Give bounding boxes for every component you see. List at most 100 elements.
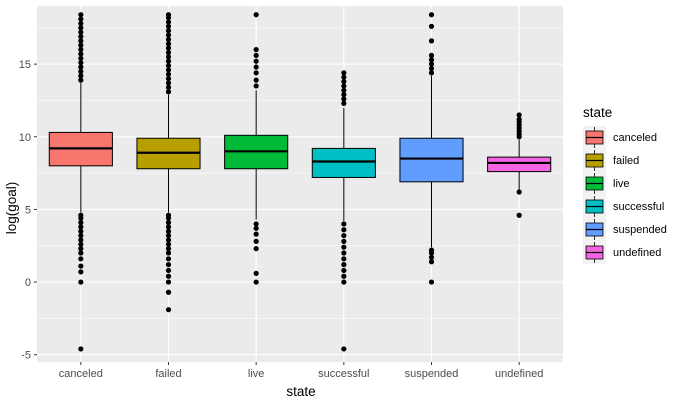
box-series bbox=[48, 12, 552, 352]
outlier-point bbox=[78, 20, 84, 27]
outlier-point bbox=[78, 16, 84, 22]
legend-item-failed: failed bbox=[583, 149, 639, 172]
legend-label: failed bbox=[613, 155, 639, 167]
outlier-point bbox=[428, 70, 435, 76]
outlier-point bbox=[165, 250, 172, 256]
outlier-point bbox=[428, 57, 435, 63]
outlier-point bbox=[78, 42, 84, 48]
outlier-point bbox=[516, 116, 522, 122]
outlier-point bbox=[253, 225, 259, 231]
outlier-point bbox=[341, 262, 347, 268]
outlier-point bbox=[78, 46, 84, 53]
outlier-point bbox=[165, 241, 172, 247]
outlier-point bbox=[341, 221, 347, 227]
outlier-point bbox=[165, 279, 172, 285]
outlier-point bbox=[253, 12, 259, 18]
outlier-point bbox=[78, 212, 84, 218]
outlier-point bbox=[78, 25, 84, 31]
legend-item-successful: successful bbox=[583, 195, 664, 218]
outlier-point bbox=[253, 64, 259, 70]
outlier-point bbox=[78, 237, 84, 243]
outlier-point bbox=[253, 238, 259, 244]
outlier-point bbox=[428, 12, 435, 18]
outlier-point bbox=[78, 68, 84, 74]
box-iqr bbox=[311, 147, 376, 178]
outlier-point bbox=[253, 77, 259, 83]
outlier-point bbox=[428, 65, 435, 72]
legend-item-canceled: canceled bbox=[583, 126, 657, 149]
outlier-point bbox=[165, 289, 172, 295]
plot-panel bbox=[37, 6, 563, 362]
outlier-point bbox=[165, 262, 172, 268]
box-iqr bbox=[399, 137, 464, 183]
outlier-point bbox=[78, 256, 84, 262]
legend-title: state bbox=[583, 105, 612, 120]
outlier-point bbox=[253, 52, 259, 59]
outlier-point bbox=[78, 263, 84, 269]
legend-item-undefined: undefined bbox=[583, 241, 661, 264]
outlier-point bbox=[165, 273, 172, 279]
outlier-point bbox=[78, 246, 84, 252]
outlier-point bbox=[253, 83, 259, 89]
outlier-point bbox=[165, 28, 172, 34]
outlier-point bbox=[516, 112, 522, 118]
legend-label: suspended bbox=[613, 224, 667, 236]
outlier-point bbox=[428, 259, 435, 265]
outlier-point bbox=[165, 23, 172, 29]
outlier-point bbox=[341, 92, 347, 98]
outlier-point bbox=[428, 52, 435, 59]
y-tick-label: 15 bbox=[19, 59, 31, 71]
outlier-point bbox=[341, 238, 347, 244]
outlier-point bbox=[165, 76, 172, 82]
outlier-point bbox=[253, 70, 259, 76]
box-live bbox=[224, 12, 289, 285]
outlier-point bbox=[428, 254, 435, 260]
outlier-point bbox=[341, 232, 347, 239]
outlier-point bbox=[341, 346, 347, 352]
outlier-point bbox=[165, 36, 172, 43]
outlier-point bbox=[165, 84, 172, 90]
outlier-point bbox=[341, 83, 347, 89]
panel-background bbox=[37, 6, 563, 362]
outlier-point bbox=[165, 32, 172, 38]
outlier-point bbox=[341, 244, 347, 250]
y-tick-label: 10 bbox=[19, 132, 31, 144]
outlier-point bbox=[341, 267, 347, 274]
outlier-point bbox=[165, 62, 172, 69]
outlier-point bbox=[341, 100, 347, 106]
outlier-point bbox=[428, 247, 435, 253]
x-tick-label: live bbox=[248, 368, 265, 380]
outlier-point bbox=[78, 73, 84, 79]
outlier-point bbox=[165, 256, 172, 262]
box-failed bbox=[136, 12, 201, 313]
legend-item-live: live bbox=[583, 172, 630, 195]
x-axis-title: state bbox=[286, 384, 315, 399]
outlier-point bbox=[165, 67, 172, 73]
outlier-point bbox=[165, 89, 172, 95]
outlier-point bbox=[341, 78, 347, 85]
outlier-point bbox=[165, 41, 172, 47]
outlier-point bbox=[78, 38, 84, 44]
y-tick-label: 5 bbox=[25, 204, 31, 216]
outlier-point bbox=[165, 12, 172, 18]
y-tick-label: 0 bbox=[25, 277, 31, 289]
outlier-point bbox=[78, 269, 84, 275]
box-undefined bbox=[487, 112, 552, 218]
outlier-point bbox=[165, 71, 172, 77]
legend-label: canceled bbox=[613, 132, 657, 144]
outlier-point bbox=[78, 12, 84, 18]
x-tick-label: successful bbox=[318, 368, 369, 380]
outlier-point bbox=[78, 60, 84, 66]
outlier-point bbox=[78, 241, 84, 247]
outlier-point bbox=[165, 58, 172, 64]
outlier-point bbox=[165, 219, 172, 226]
outlier-point bbox=[165, 45, 172, 51]
box-canceled bbox=[48, 12, 113, 352]
legend-label: successful bbox=[613, 201, 664, 213]
outlier-point bbox=[165, 246, 172, 252]
outlier-point bbox=[428, 38, 435, 44]
y-tick-label: -5 bbox=[21, 350, 31, 362]
outlier-point bbox=[165, 232, 172, 239]
outlier-point bbox=[78, 64, 84, 70]
